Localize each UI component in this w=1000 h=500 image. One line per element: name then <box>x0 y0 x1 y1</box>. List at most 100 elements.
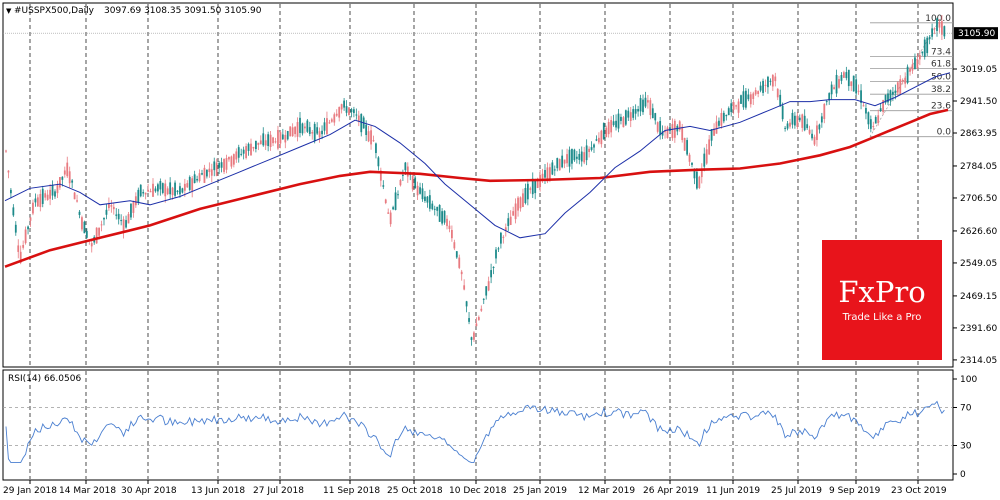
candle-body <box>598 137 600 143</box>
candle-body <box>700 169 703 178</box>
candle-body <box>63 170 66 175</box>
fibonacci-retracement[interactable]: 100.0 73.4 61.8 50.0 38.2 23.6 0.0 <box>869 14 953 138</box>
candle-body <box>825 101 828 103</box>
candle-body <box>463 285 466 290</box>
candle-body <box>394 192 397 210</box>
candle-body <box>76 200 78 202</box>
candle-body <box>656 122 659 132</box>
candle-body <box>556 158 559 169</box>
candle-body <box>776 88 779 98</box>
candle-body <box>66 162 69 177</box>
candle-body <box>372 140 375 142</box>
candle-body <box>735 105 737 107</box>
candle-body <box>36 197 39 207</box>
candle-body <box>281 134 284 140</box>
collapse-arrow-icon[interactable]: ▼ <box>6 7 12 15</box>
candle-body <box>585 145 588 161</box>
candle-body <box>228 156 230 160</box>
candle-body <box>830 84 833 95</box>
candle-body <box>791 112 794 125</box>
candle-body <box>213 161 216 171</box>
candle-body <box>426 196 429 203</box>
candle-body <box>632 109 635 118</box>
candle-body <box>59 177 61 188</box>
candle-body <box>29 217 32 221</box>
candle-body <box>507 218 510 226</box>
moving-average-slow-line <box>4 108 949 268</box>
candle-body <box>583 152 586 163</box>
candle-body <box>534 178 537 194</box>
candle-body <box>487 281 490 291</box>
candle-body <box>480 308 483 311</box>
candle-body <box>647 100 649 103</box>
candle-body <box>877 115 880 124</box>
candle-body <box>235 151 238 160</box>
time-tick-label: 11 Sep 2018 <box>323 486 380 496</box>
candle-body <box>257 142 260 145</box>
rsi-tick-label: 100 <box>960 375 977 385</box>
candle-body <box>41 188 44 204</box>
candle-body <box>367 131 370 142</box>
candle-body <box>865 107 867 114</box>
candle-body <box>928 37 931 40</box>
candle-body <box>573 149 576 161</box>
candle-body <box>54 191 56 197</box>
candle-body <box>617 113 620 129</box>
candle-body <box>68 171 71 184</box>
candle-body <box>318 131 321 138</box>
candle-body <box>779 94 782 106</box>
candle-body <box>203 167 206 183</box>
candle-body <box>301 123 304 134</box>
candle-body <box>470 337 473 340</box>
candle-body <box>27 226 29 230</box>
candle-body <box>174 182 176 196</box>
candle-body <box>455 251 458 258</box>
candle-body <box>49 189 51 199</box>
candle-body <box>272 137 274 144</box>
candle-body <box>620 116 622 121</box>
candle-body <box>218 162 221 168</box>
candle-body <box>549 167 551 179</box>
candle-body <box>923 39 926 57</box>
candle-body <box>169 182 172 195</box>
candle-body <box>375 143 377 154</box>
candle-body <box>134 196 137 206</box>
candle-body <box>191 178 194 191</box>
candle-body <box>926 37 929 54</box>
time-tick-label: 11 Jun 2019 <box>706 486 760 496</box>
candle-body <box>909 68 911 72</box>
fib-level-label: 23.6 <box>931 102 951 112</box>
candle-body <box>485 286 488 296</box>
candle-body <box>108 203 110 209</box>
candle-body <box>326 118 328 135</box>
candle-body <box>497 248 500 250</box>
candle-body <box>353 109 355 113</box>
candle-body <box>39 193 42 208</box>
candle-body <box>127 214 130 224</box>
candle-body <box>872 126 875 128</box>
candle-body <box>125 220 127 228</box>
candle-body <box>262 133 265 146</box>
candle-body <box>869 119 872 129</box>
price-tick-label: 2314.05 <box>960 356 997 366</box>
candle-body <box>610 120 613 133</box>
candle-body <box>348 107 350 115</box>
rsi-tick-label: 0 <box>960 470 966 480</box>
candle-body <box>882 100 884 112</box>
candle-body <box>745 90 747 108</box>
candle-body <box>774 76 777 82</box>
candle-body <box>615 120 617 128</box>
candle-body <box>370 130 372 145</box>
candle-body <box>884 94 887 103</box>
candle-body <box>544 170 546 178</box>
candle-body <box>17 245 20 252</box>
candle-body <box>933 28 936 30</box>
candle-body <box>468 318 470 322</box>
candle-body <box>639 98 642 112</box>
candle-body <box>818 124 821 130</box>
rsi-line <box>5 400 945 464</box>
candle-body <box>654 113 657 121</box>
candle-body <box>808 129 811 134</box>
candle-body <box>269 134 272 147</box>
